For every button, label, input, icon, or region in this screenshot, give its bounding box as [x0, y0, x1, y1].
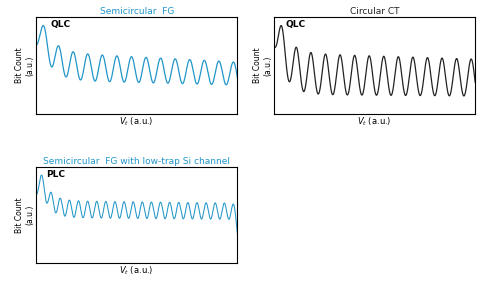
X-axis label: $V_t$ (a.u.): $V_t$ (a.u.): [120, 115, 154, 128]
Title: Semicircular  FG with low-trap Si channel: Semicircular FG with low-trap Si channel: [43, 157, 230, 166]
Y-axis label: Bit Count
(a.u.): Bit Count (a.u.): [15, 47, 35, 83]
Title: Semicircular  FG: Semicircular FG: [99, 7, 174, 16]
X-axis label: $V_t$ (a.u.): $V_t$ (a.u.): [120, 265, 154, 277]
Text: PLC: PLC: [46, 170, 65, 178]
Text: QLC: QLC: [286, 20, 306, 29]
X-axis label: $V_t$ (a.u.): $V_t$ (a.u.): [357, 115, 392, 128]
Y-axis label: Bit Count
(a.u.): Bit Count (a.u.): [15, 197, 35, 233]
Y-axis label: Bit Count
(a.u.): Bit Count (a.u.): [253, 47, 272, 83]
Text: QLC: QLC: [50, 20, 70, 29]
Title: Circular CT: Circular CT: [350, 7, 399, 16]
